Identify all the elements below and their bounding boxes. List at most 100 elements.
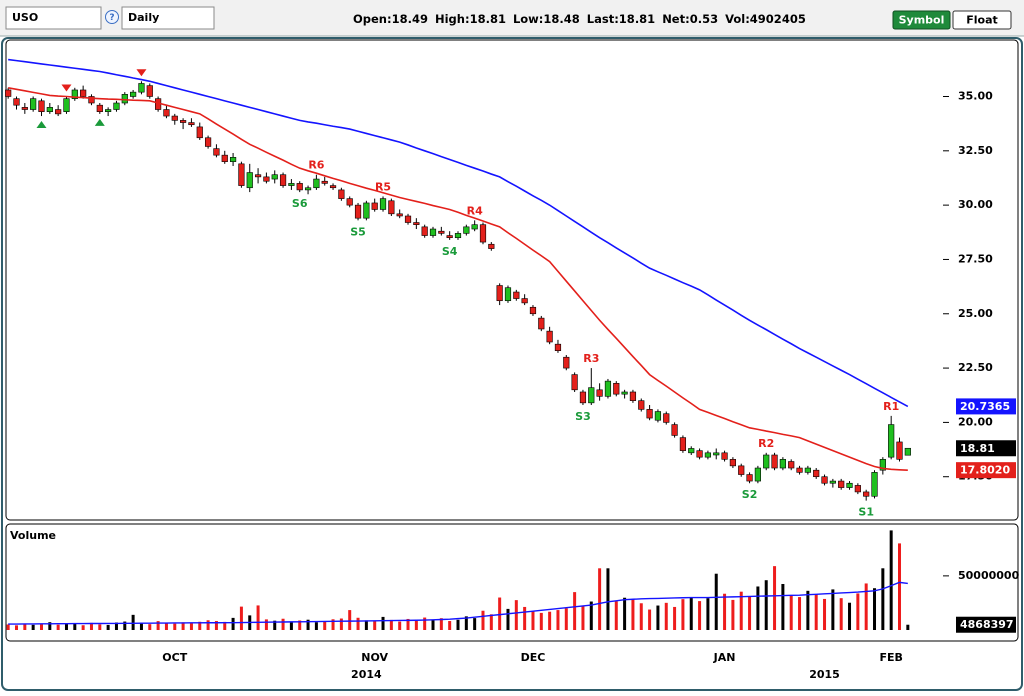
- volume-bar: [689, 597, 693, 630]
- candle-body: [663, 413, 670, 423]
- candle-body: [130, 91, 137, 97]
- volume-bar: [889, 530, 893, 630]
- moving-average: [8, 87, 908, 471]
- candle-body: [621, 391, 628, 395]
- candle-body: [371, 202, 378, 210]
- volume-bar: [189, 623, 193, 630]
- candle-body: [696, 450, 703, 458]
- candle-body: [754, 467, 761, 482]
- volume-bar: [256, 605, 260, 630]
- candle-body: [396, 213, 403, 217]
- candle-body: [80, 89, 87, 97]
- candle-body: [413, 222, 420, 225]
- x-tick-label: OCT: [162, 651, 187, 664]
- volume-bar: [881, 568, 885, 630]
- candle-body: [896, 441, 903, 460]
- resistance-label: R5: [375, 180, 391, 193]
- volume-bar: [631, 599, 635, 630]
- volume-bar: [756, 586, 760, 630]
- volume-bar: [106, 624, 110, 630]
- candle-body: [279, 174, 287, 186]
- volume-bar: [564, 608, 568, 630]
- symbol-button[interactable]: [892, 10, 951, 30]
- volume-bar: [639, 603, 643, 630]
- volume-bar: [198, 621, 202, 630]
- x-tick-label: FEB: [879, 651, 902, 664]
- candle-body: [271, 174, 278, 180]
- volume-bar: [473, 618, 477, 630]
- float-button[interactable]: [952, 10, 1012, 30]
- volume-bar: [781, 583, 785, 630]
- volume-bar: [23, 623, 27, 630]
- quote-item: Vol:4902405: [725, 12, 806, 26]
- interval-text: Daily: [128, 11, 159, 24]
- volume-bar: [848, 602, 852, 630]
- help-icon[interactable]: [105, 10, 119, 24]
- candle-body: [221, 154, 228, 162]
- volume-bar: [773, 566, 777, 630]
- volume-bar: [873, 588, 877, 630]
- candle-body: [854, 485, 861, 493]
- volume-bar: [64, 623, 68, 630]
- candle-body: [804, 467, 811, 473]
- candle-body: [246, 172, 253, 189]
- volume-bar: [514, 600, 518, 630]
- symbol-input[interactable]: [5, 6, 102, 30]
- volume-bar: [223, 621, 227, 630]
- candle-body: [504, 287, 512, 302]
- volume-bar: [164, 622, 168, 630]
- volume-bar: [406, 618, 410, 630]
- volume-bar: [331, 619, 335, 630]
- candle-body: [796, 467, 803, 473]
- quote-item: Last:18.81: [587, 12, 655, 26]
- candle-body: [146, 85, 153, 97]
- symbol-text: USO: [12, 11, 38, 24]
- volume-bar: [556, 610, 560, 630]
- candle-body: [613, 382, 620, 395]
- volume-bar: [489, 614, 493, 630]
- volume-bar: [181, 622, 185, 630]
- volume-bar: [589, 601, 593, 630]
- candle-body: [180, 120, 187, 123]
- volume-bar: [373, 620, 377, 630]
- x-tick-label: DEC: [521, 651, 546, 664]
- last-volume-box: [956, 616, 1016, 633]
- volume-bar: [681, 599, 685, 630]
- candle-body: [254, 174, 262, 178]
- candle-body: [421, 226, 428, 236]
- candle-body: [88, 96, 95, 104]
- volume-average: [8, 581, 908, 625]
- candle-body: [121, 94, 128, 104]
- candle-body: [713, 452, 720, 456]
- volume-bar: [364, 620, 368, 630]
- volume-bar: [139, 623, 143, 630]
- down-signal: [61, 84, 72, 92]
- last-volume-label: 4868397: [960, 618, 1014, 631]
- volume-bar: [548, 611, 552, 630]
- candle-body: [55, 109, 62, 115]
- volume-bar: [356, 617, 360, 630]
- down-signal: [136, 69, 147, 77]
- candle-body: [46, 107, 53, 113]
- candle-body: [138, 83, 145, 93]
- resistance-label: R4: [467, 204, 483, 217]
- quote-item: Low:18.48: [513, 12, 580, 26]
- candle-body: [196, 126, 203, 139]
- support-label: S5: [350, 225, 366, 238]
- volume-bar: [614, 601, 618, 630]
- support-label: S6: [292, 197, 308, 210]
- x-tick-label: NOV: [361, 651, 388, 664]
- volume-bar: [231, 617, 235, 630]
- volume-bar: [323, 621, 327, 630]
- x-year-label: 2014: [351, 668, 382, 681]
- interval-select[interactable]: [121, 6, 215, 30]
- candle-body: [746, 474, 753, 482]
- candle-body: [538, 317, 545, 330]
- candle-body: [471, 224, 478, 230]
- last-value-label: 20.7365: [960, 400, 1010, 413]
- x-tick-label: JAN: [713, 651, 736, 664]
- candle-body: [5, 89, 12, 97]
- candle-body: [871, 472, 878, 497]
